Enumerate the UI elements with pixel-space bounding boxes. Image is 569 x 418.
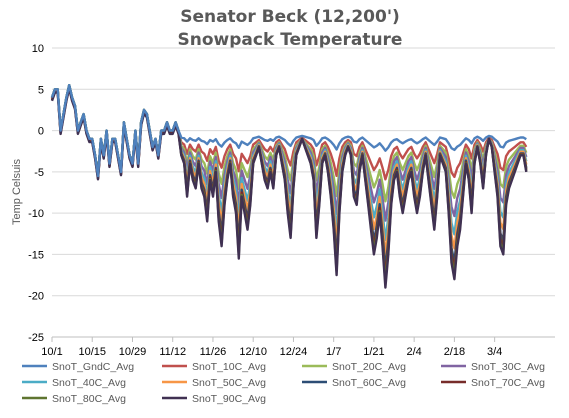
y-tick-label: 5: [38, 84, 44, 96]
x-tick-label: 12/24: [280, 346, 308, 358]
legend-label: SnoT_60C_Avg: [332, 377, 406, 389]
y-tick-label: -10: [28, 208, 44, 220]
legend-label: SnoT_40C_Avg: [52, 377, 126, 389]
x-tick-label: 1/7: [326, 346, 341, 358]
legend-label: SnoT_90C_Avg: [192, 393, 266, 405]
y-axis-label: Temp Celsuis: [11, 158, 23, 225]
y-tick-label: -15: [28, 249, 44, 261]
y-tick-label: 0: [38, 126, 44, 138]
y-tick-label: 10: [32, 43, 44, 55]
legend-label: SnoT_20C_Avg: [332, 361, 406, 373]
y-tick-label: -20: [28, 291, 44, 303]
chart-subtitle: Snowpack Temperature: [178, 30, 403, 50]
legend-label: SnoT_10C_Avg: [192, 361, 266, 373]
x-tick-label: 2/18: [444, 346, 465, 358]
x-tick-label: 12/10: [239, 346, 267, 358]
legend-label: SnoT_50C_Avg: [192, 377, 266, 389]
x-tick-label: 10/15: [78, 346, 106, 358]
x-tick-label: 1/21: [363, 346, 384, 358]
legend-label: SnoT_80C_Avg: [52, 393, 126, 405]
legend-label: SnoT_70C_Avg: [471, 377, 545, 389]
x-tick-label: 3/4: [487, 346, 502, 358]
x-tick-label: 10/1: [41, 346, 62, 358]
axes: 10 5 0 -5 -10 -15 -20 -25 10/1 10/15 10/29 11/12 11/…: [28, 43, 555, 358]
y-tick-label: -5: [34, 167, 44, 179]
x-tick-label: 11/26: [200, 346, 227, 358]
y-tick-label: -25: [28, 332, 44, 344]
chart-title: Senator Beck (12,200'): [180, 7, 400, 27]
x-tick-label: 2/4: [407, 346, 422, 358]
x-tick-label: 11/12: [159, 346, 186, 358]
legend-label: SnoT_GndC_Avg: [52, 361, 134, 373]
series-line-snot-gndc-avg: [50, 83, 527, 178]
x-tick-label: 10/29: [119, 346, 147, 358]
legend-label: SnoT_30C_Avg: [471, 361, 545, 373]
series-lines: [50, 83, 528, 289]
legend: SnoT_GndC_Avg SnoT_10C_Avg SnoT_20C_Avg Sno…: [22, 361, 545, 405]
